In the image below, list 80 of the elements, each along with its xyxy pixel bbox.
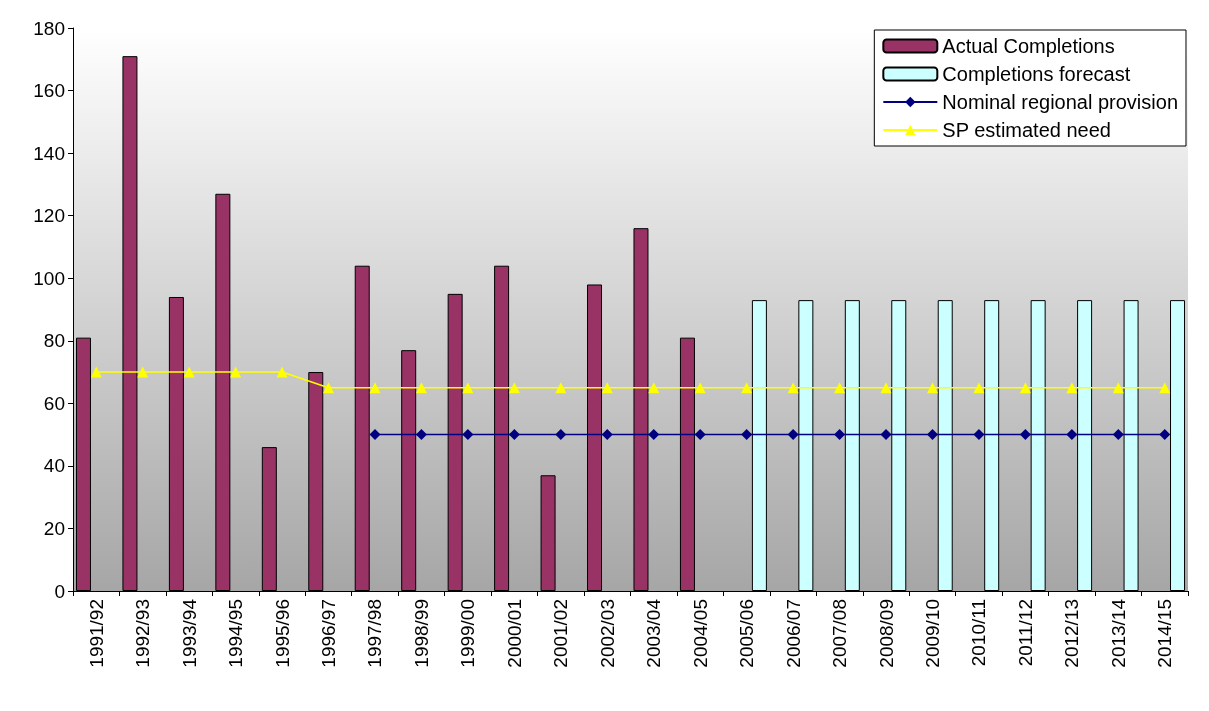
point <box>137 366 149 378</box>
point <box>694 429 706 441</box>
point <box>1159 382 1171 394</box>
point <box>973 429 985 441</box>
y-tick-label: 0 <box>54 580 65 602</box>
x-tick-label: 1994/95 <box>225 599 247 668</box>
point <box>694 382 706 394</box>
point <box>926 382 938 394</box>
x-tick-label: 1991/92 <box>85 599 107 668</box>
x-tick-label: 2011/12 <box>1014 599 1036 667</box>
legend-label: SP estimated need <box>942 119 1111 141</box>
legend-label: Nominal regional provision <box>942 91 1179 113</box>
x-tick-label: 1996/97 <box>318 599 340 668</box>
point <box>508 382 520 394</box>
point <box>973 382 985 394</box>
point <box>880 429 892 441</box>
legend-label: Actual Completions <box>942 35 1115 57</box>
point <box>415 382 427 394</box>
x-tick-label: 1998/99 <box>410 599 432 668</box>
point <box>834 382 846 394</box>
point <box>555 382 567 394</box>
point <box>741 382 753 394</box>
x-tick-label: 2001/02 <box>550 599 572 668</box>
point <box>741 429 753 441</box>
point <box>601 382 613 394</box>
point <box>230 366 242 378</box>
point <box>834 429 846 441</box>
y-tick-label: 100 <box>33 267 65 289</box>
x-tick-label: 1999/00 <box>457 599 479 668</box>
x-tick-label: 1992/93 <box>132 599 154 668</box>
x-tick-label: 2000/01 <box>503 599 525 668</box>
point <box>183 366 195 378</box>
x-tick-label: 2013/14 <box>1107 598 1129 668</box>
x-tick-label: 2006/07 <box>782 599 804 668</box>
point <box>415 429 427 441</box>
point <box>323 382 335 394</box>
point <box>276 366 288 378</box>
x-tick-label: 2010/11 <box>968 599 990 667</box>
x-tick-label: 2008/09 <box>875 599 897 668</box>
x-tick-label: 2002/03 <box>596 599 618 668</box>
point <box>1019 382 1031 394</box>
point <box>369 382 381 394</box>
y-tick-label: 80 <box>43 330 65 352</box>
point <box>1112 382 1124 394</box>
x-tick-label: 1993/94 <box>178 598 200 668</box>
x-tick-label: 2012/13 <box>1061 599 1083 668</box>
x-tick-label: 1997/98 <box>364 599 386 668</box>
point <box>1159 429 1171 441</box>
point <box>1066 429 1078 441</box>
point <box>555 429 567 441</box>
point <box>648 429 660 441</box>
x-tick-label: 2007/08 <box>829 599 851 668</box>
x-tick-label: 2004/05 <box>689 599 711 668</box>
point <box>787 429 799 441</box>
y-tick-label: 40 <box>43 455 65 477</box>
point <box>880 382 892 394</box>
x-tick-label: 2009/10 <box>921 599 943 668</box>
y-tick-label: 160 <box>33 80 65 102</box>
point <box>1066 382 1078 394</box>
point <box>601 429 613 441</box>
point <box>787 382 799 394</box>
x-tick-label: 1995/96 <box>271 599 293 668</box>
legend-label: Completions forecast <box>942 63 1131 85</box>
point <box>462 429 474 441</box>
point <box>90 366 102 378</box>
y-tick-label: 120 <box>33 205 65 227</box>
point <box>648 382 660 394</box>
x-tick-label: 2014/15 <box>1154 599 1176 668</box>
x-tick-label: 2005/06 <box>736 599 758 668</box>
point <box>462 382 474 394</box>
y-tick-label: 140 <box>33 142 65 164</box>
point <box>926 429 938 441</box>
y-tick-label: 60 <box>43 392 65 414</box>
point <box>508 429 520 441</box>
point <box>369 429 381 441</box>
y-tick-label: 180 <box>33 17 65 39</box>
y-tick-label: 20 <box>43 517 65 539</box>
point <box>1112 429 1124 441</box>
point <box>1019 429 1031 441</box>
x-tick-label: 2003/04 <box>643 598 665 668</box>
